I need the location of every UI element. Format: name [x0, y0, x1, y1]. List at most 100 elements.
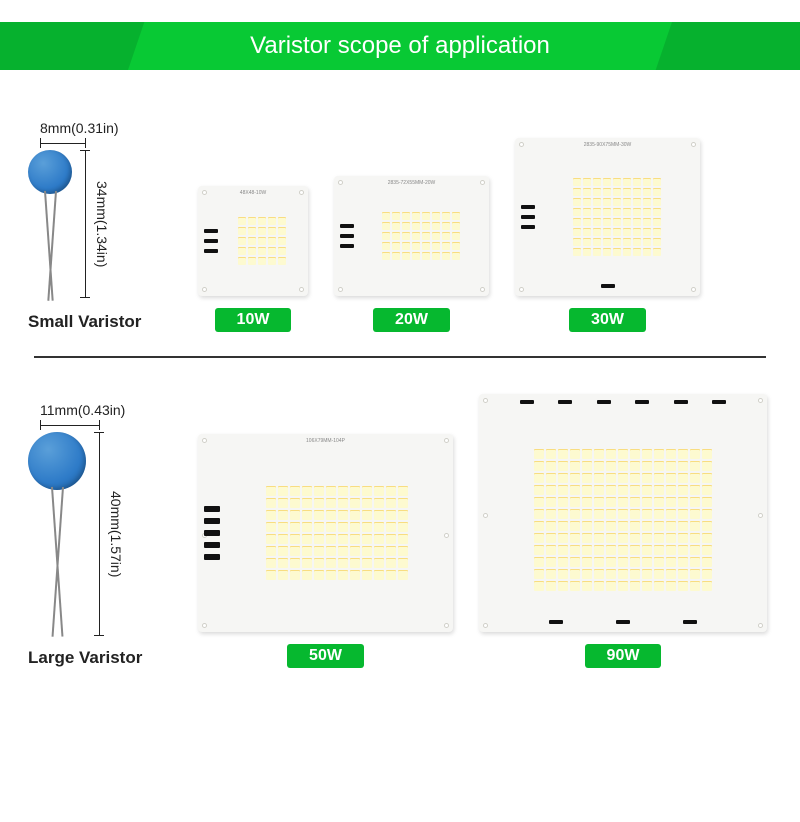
smd-led — [392, 212, 400, 220]
ic-chip — [340, 234, 354, 238]
smd-led — [398, 498, 408, 508]
smd-led — [690, 581, 700, 591]
smd-led — [642, 533, 652, 543]
banner-title: Varistor scope of application — [250, 32, 550, 60]
smd-led — [302, 510, 312, 520]
smd-led — [582, 521, 592, 531]
smd-led — [618, 509, 628, 519]
smd-led — [290, 522, 300, 532]
smd-led — [653, 188, 661, 196]
smd-led — [382, 222, 390, 230]
smd-led — [642, 509, 652, 519]
led-pcb: 48X48-10W — [198, 186, 308, 296]
smd-led — [386, 522, 396, 532]
smd-led — [422, 252, 430, 260]
smd-led — [382, 232, 390, 240]
smd-led — [618, 557, 628, 567]
smd-led — [338, 498, 348, 508]
smd-led — [630, 509, 640, 519]
smd-led — [258, 257, 266, 265]
wattage-badge: 30W — [569, 308, 646, 332]
smd-led — [573, 228, 581, 236]
smd-led — [382, 212, 390, 220]
smd-led — [702, 545, 712, 555]
smd-led — [402, 222, 410, 230]
smd-led — [642, 461, 652, 471]
smd-led — [630, 485, 640, 495]
smd-led — [630, 449, 640, 459]
smd-led — [702, 497, 712, 507]
smd-led — [338, 534, 348, 544]
smd-led — [678, 521, 688, 531]
smd-led — [546, 557, 556, 567]
smd-led — [534, 557, 544, 567]
smd-led — [326, 498, 336, 508]
smd-led — [266, 546, 276, 556]
smd-led — [258, 247, 266, 255]
smd-led — [266, 522, 276, 532]
smd-led — [573, 248, 581, 256]
smd-led — [442, 232, 450, 240]
smd-led — [302, 534, 312, 544]
smd-led — [643, 248, 651, 256]
smd-led — [546, 533, 556, 543]
smd-led — [666, 461, 676, 471]
led-array — [382, 212, 460, 260]
ic-chip — [549, 620, 563, 624]
smd-led — [666, 485, 676, 495]
smd-led — [583, 188, 591, 196]
section-large: 11mm(0.43in) 40mm(1.57in) Large Varistor… — [0, 364, 800, 686]
small-varistor-block: 8mm(0.31in) 34mm(1.34in) Small Varistor — [28, 120, 198, 332]
smd-led — [618, 521, 628, 531]
smd-led — [678, 569, 688, 579]
smd-led — [290, 570, 300, 580]
smd-led — [558, 509, 568, 519]
smd-led — [643, 238, 651, 246]
mounting-hole — [444, 438, 449, 443]
smd-led — [338, 510, 348, 520]
smd-led — [278, 522, 288, 532]
smd-led — [268, 257, 276, 265]
smd-led — [582, 545, 592, 555]
smd-led — [653, 248, 661, 256]
smd-led — [570, 581, 580, 591]
smd-led — [606, 449, 616, 459]
smd-led — [690, 557, 700, 567]
ic-chip — [204, 249, 218, 253]
smd-led — [606, 497, 616, 507]
smd-led — [582, 473, 592, 483]
smd-led — [690, 545, 700, 555]
smd-led — [314, 522, 324, 532]
large-varistor-body: 40mm(1.57in) — [28, 432, 124, 640]
smd-led — [412, 212, 420, 220]
mounting-hole — [483, 623, 488, 628]
smd-led — [603, 248, 611, 256]
small-varistor-disc — [28, 150, 72, 194]
board-item: 90W — [479, 394, 767, 668]
smd-led — [618, 533, 628, 543]
smd-led — [258, 217, 266, 225]
ic-chip — [558, 400, 572, 404]
smd-led — [268, 237, 276, 245]
smd-led — [238, 227, 246, 235]
smd-led — [702, 461, 712, 471]
smd-led — [558, 521, 568, 531]
smd-led — [412, 232, 420, 240]
driver-chips-bottom — [543, 284, 673, 288]
mounting-hole — [202, 287, 207, 292]
smd-led — [594, 497, 604, 507]
smd-led — [278, 546, 288, 556]
ic-chip — [674, 400, 688, 404]
smd-led — [606, 569, 616, 579]
smd-led — [582, 533, 592, 543]
smd-led — [386, 486, 396, 496]
smd-led — [362, 570, 372, 580]
smd-led — [258, 227, 266, 235]
smd-led — [573, 218, 581, 226]
smd-led — [606, 509, 616, 519]
smd-led — [666, 521, 676, 531]
smd-led — [623, 178, 631, 186]
smd-led — [623, 208, 631, 216]
led-array — [238, 217, 286, 265]
smd-led — [398, 546, 408, 556]
